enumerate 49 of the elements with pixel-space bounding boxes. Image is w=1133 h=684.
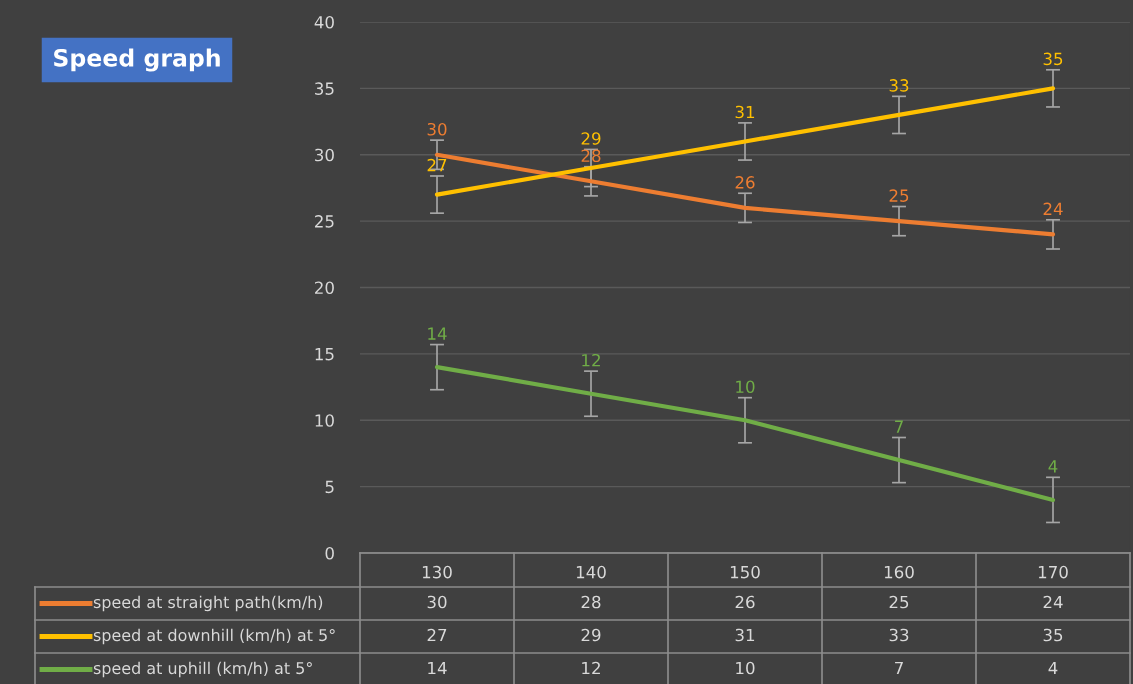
annotation: 26 (735, 176, 755, 189)
annotation: 25 (889, 189, 909, 202)
annotation: 12 (582, 353, 600, 367)
text: Speed graph (54, 48, 220, 72)
annotation: 10 (736, 380, 755, 394)
data-label: 30 (427, 595, 447, 609)
data-label: 26 (735, 595, 755, 609)
data-label: 25 (889, 595, 909, 609)
y-tick-label: 30 (315, 148, 334, 162)
annotation: 24 (1043, 202, 1063, 215)
data-label: 29 (581, 628, 601, 642)
annotation: 28 (581, 149, 601, 163)
data-label: 31 (735, 628, 755, 642)
legend-label: speed at downhill (km/h) at 5° (93, 628, 335, 645)
y-tick-label: 5 (325, 480, 334, 494)
annotation: 4 (1048, 460, 1058, 473)
annotation: 31 (735, 105, 755, 119)
legend-label: speed at straight path(km/h) (93, 595, 323, 612)
annotation: 14 (428, 327, 447, 340)
x-tick-label: 170 (1038, 565, 1068, 579)
data-label: 33 (889, 628, 909, 642)
y-tick-label: 10 (315, 414, 334, 427)
annotation: 35 (1043, 52, 1063, 66)
x-tick-label: 150 (730, 565, 760, 579)
y-tick-label: 20 (315, 281, 334, 295)
x-tick-label: 160 (884, 565, 914, 579)
y-tick-label: 15 (315, 348, 334, 361)
line-series (434, 365, 1056, 502)
data-label: 28 (581, 595, 601, 609)
data-label: 24 (1043, 595, 1063, 609)
data-label: 35 (1043, 628, 1063, 642)
annotation: 27 (427, 158, 447, 172)
legend-label: speed at uphill (km/h) at 5° (93, 661, 312, 678)
data-label: 12 (582, 661, 600, 675)
data-label: 10 (736, 661, 755, 675)
data-label: 7 (895, 661, 903, 675)
data-label: 14 (428, 661, 447, 675)
y-tick-label: 40 (314, 15, 334, 29)
y-tick-label: 0 (325, 546, 334, 560)
data-label: 27 (427, 628, 447, 642)
x-tick-label: 130 (422, 565, 452, 579)
annotation: 7 (895, 420, 903, 433)
annotation: 29 (581, 132, 601, 145)
data-label: 4 (1048, 661, 1058, 675)
x-tick-label: 140 (576, 565, 606, 579)
annotation: 33 (889, 79, 909, 92)
y-tick-label: 35 (315, 82, 334, 95)
y-tick-label: 25 (315, 215, 334, 228)
annotation: 30 (427, 122, 447, 136)
